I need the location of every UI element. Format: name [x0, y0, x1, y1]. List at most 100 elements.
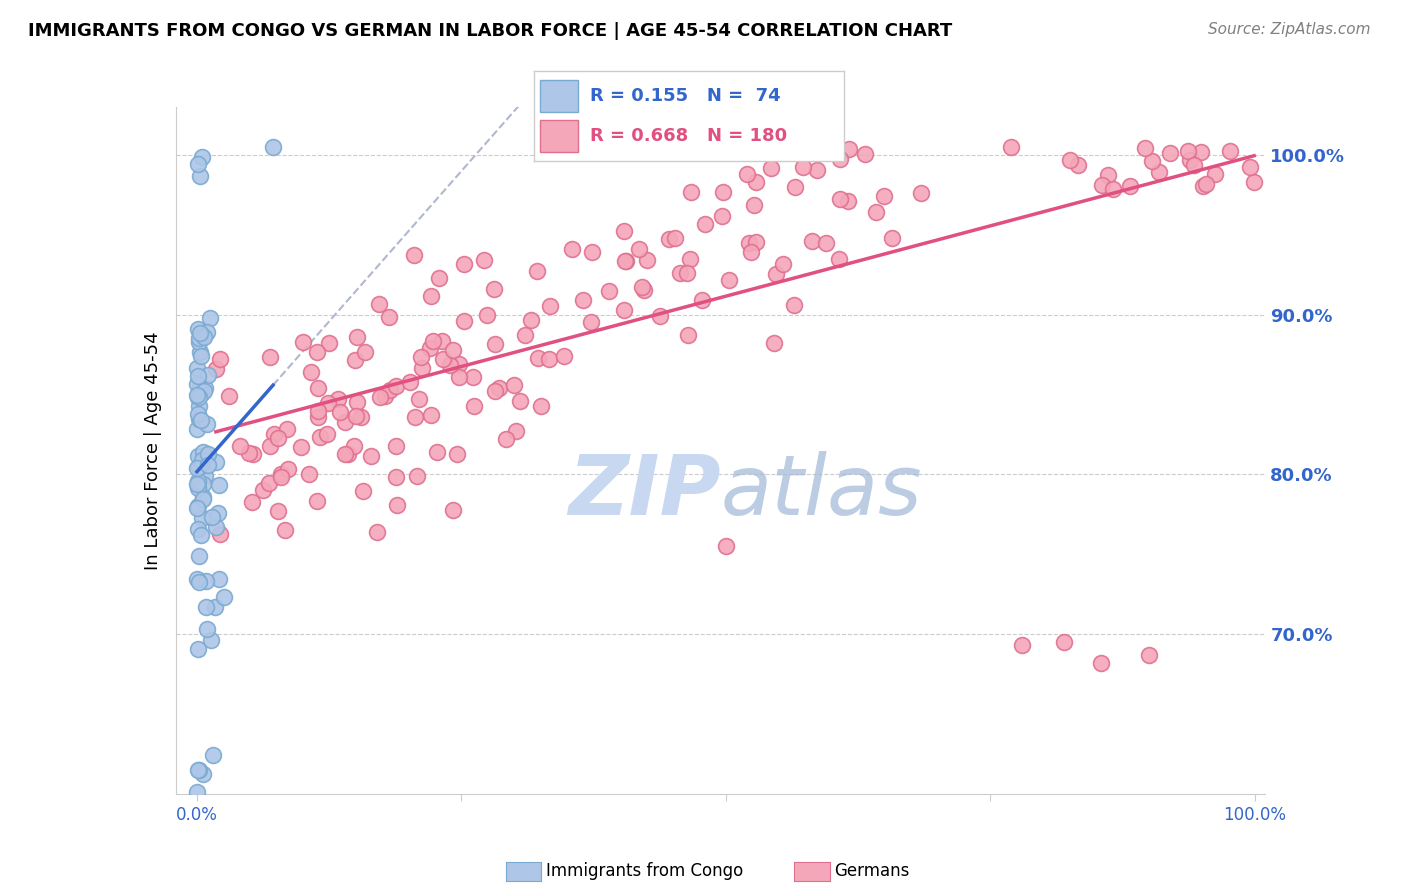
Point: [187, 522, 209, 536]
Point: [208, 478, 231, 492]
Point: [711, 209, 734, 223]
Point: [664, 230, 686, 244]
Point: [711, 185, 734, 199]
Point: [191, 453, 214, 467]
Point: [187, 641, 209, 656]
Point: [337, 447, 360, 461]
Point: [432, 352, 454, 367]
Point: [188, 763, 211, 777]
Point: [613, 303, 636, 318]
Point: [366, 524, 388, 539]
Point: [188, 399, 211, 413]
Point: [690, 293, 713, 308]
Point: [193, 384, 215, 398]
Point: [202, 748, 225, 763]
Point: [228, 438, 250, 452]
Point: [463, 399, 485, 413]
Point: [1135, 141, 1157, 155]
Point: [453, 313, 475, 327]
Point: [252, 483, 274, 497]
Point: [197, 447, 219, 461]
Point: [290, 440, 312, 454]
Point: [799, 140, 821, 154]
Point: [495, 432, 517, 446]
Point: [197, 368, 219, 383]
Point: [509, 394, 531, 409]
Point: [187, 449, 209, 463]
Point: [344, 409, 367, 423]
Point: [614, 253, 637, 268]
Point: [259, 350, 281, 364]
Point: [191, 445, 214, 459]
Point: [513, 327, 536, 342]
Point: [190, 349, 212, 363]
Point: [631, 280, 654, 294]
Point: [679, 252, 702, 267]
Point: [262, 140, 284, 154]
Point: [648, 310, 671, 324]
Point: [191, 766, 214, 780]
Point: [1102, 181, 1125, 195]
Point: [270, 470, 292, 484]
Point: [307, 409, 329, 424]
Point: [613, 224, 636, 238]
Point: [765, 268, 787, 282]
Text: atlas: atlas: [721, 451, 922, 533]
Point: [520, 313, 543, 327]
Point: [447, 370, 470, 384]
Point: [343, 439, 366, 453]
Point: [197, 458, 219, 472]
Point: [419, 409, 441, 423]
Point: [307, 382, 329, 396]
Point: [374, 389, 396, 403]
Point: [581, 245, 603, 260]
Point: [187, 390, 209, 404]
Point: [613, 253, 636, 268]
Point: [409, 350, 432, 364]
Point: [190, 527, 212, 541]
Point: [579, 315, 602, 329]
Point: [191, 477, 214, 491]
Point: [873, 189, 896, 203]
Point: [1059, 153, 1081, 167]
Point: [527, 351, 550, 365]
Point: [298, 467, 321, 481]
Point: [194, 469, 217, 483]
Point: [538, 299, 561, 313]
Point: [307, 344, 329, 359]
Point: [191, 328, 214, 343]
Point: [830, 153, 852, 167]
Point: [453, 257, 475, 271]
Point: [427, 270, 450, 285]
Point: [679, 186, 702, 200]
Point: [188, 459, 211, 474]
Point: [419, 341, 441, 355]
Point: [187, 481, 209, 495]
Point: [242, 447, 264, 461]
Point: [910, 186, 932, 201]
Point: [484, 337, 506, 351]
Point: [195, 622, 218, 636]
Point: [190, 387, 212, 401]
Point: [195, 600, 218, 615]
Point: [187, 331, 209, 345]
Point: [530, 399, 553, 413]
Point: [537, 351, 560, 366]
Point: [404, 409, 426, 424]
Point: [526, 264, 548, 278]
Point: [837, 194, 859, 208]
Point: [1182, 158, 1205, 172]
Point: [259, 439, 281, 453]
Point: [1239, 160, 1261, 174]
Point: [627, 242, 650, 256]
Point: [186, 422, 208, 436]
Point: [190, 455, 212, 469]
Point: [1091, 178, 1114, 192]
Point: [208, 572, 231, 586]
Point: [408, 392, 430, 407]
Point: [360, 449, 382, 463]
Point: [187, 407, 209, 421]
Text: R = 0.668   N = 180: R = 0.668 N = 180: [591, 128, 787, 145]
Point: [693, 217, 716, 231]
Point: [572, 293, 595, 307]
